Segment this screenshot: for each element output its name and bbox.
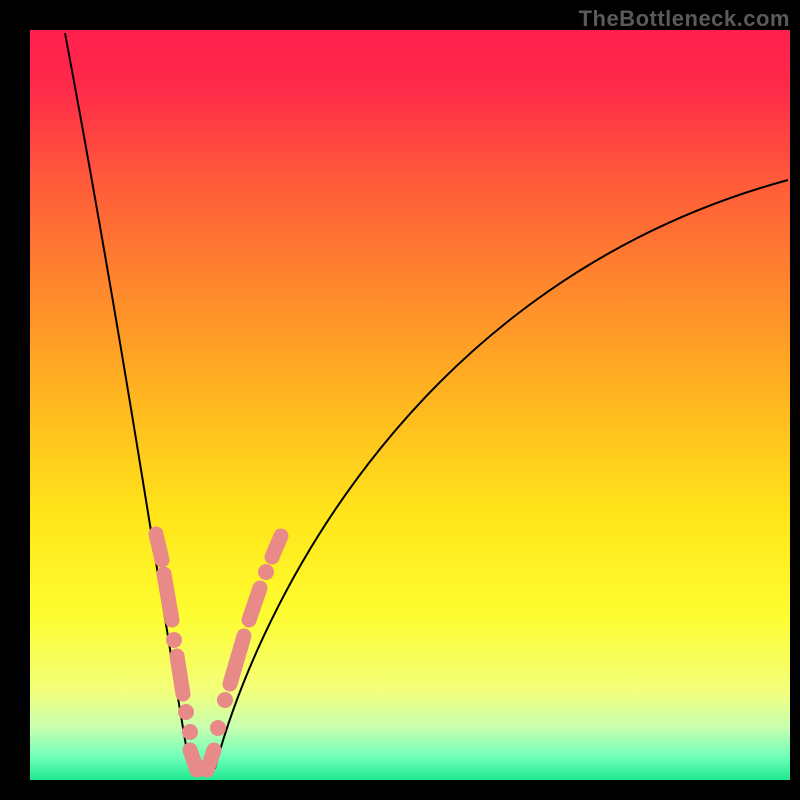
marker-dot [210, 720, 226, 736]
marker-dot [166, 632, 182, 648]
marker-capsule [249, 588, 260, 620]
marker-capsule [207, 750, 214, 770]
frame-border-bottom [0, 780, 800, 800]
bottleneck-chart [0, 0, 800, 800]
marker-capsule [164, 574, 172, 620]
marker-dot [178, 704, 194, 720]
marker-capsule [190, 750, 197, 770]
marker-dot [217, 692, 233, 708]
gradient-background [30, 30, 790, 780]
frame-border-left [0, 0, 30, 800]
marker-dot [258, 564, 274, 580]
marker-dot [182, 724, 198, 740]
frame-border-right [790, 0, 800, 800]
marker-capsule [177, 656, 183, 694]
marker-capsule [156, 534, 162, 560]
marker-capsule [272, 536, 281, 557]
watermark-text: TheBottleneck.com [579, 6, 790, 32]
